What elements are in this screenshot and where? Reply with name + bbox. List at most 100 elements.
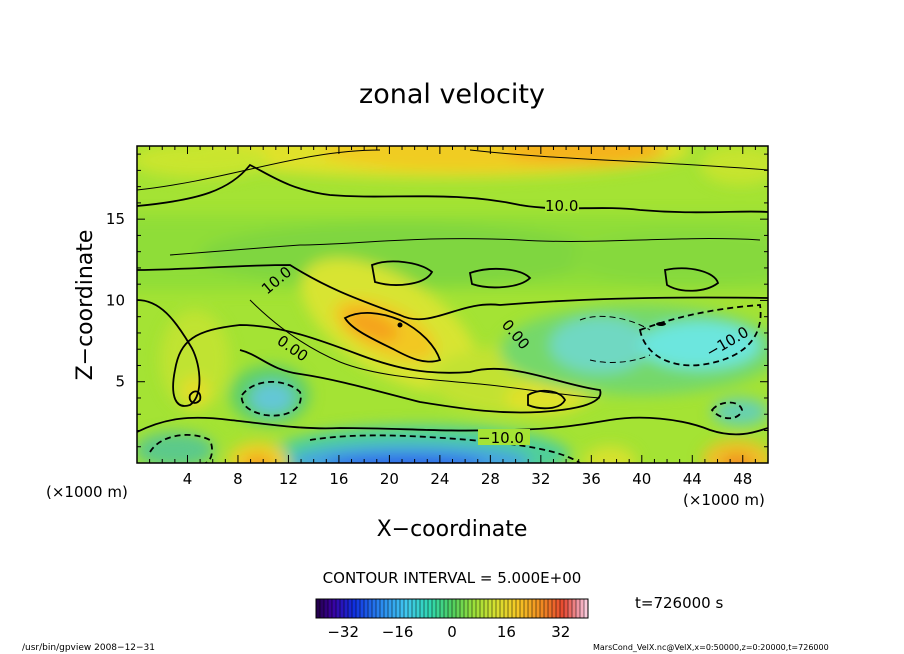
contour-line	[468, 268, 532, 289]
colorbar-cell	[348, 599, 353, 618]
negative-contours	[149, 304, 762, 463]
colorbar-cell	[444, 599, 449, 618]
colorbar-cell	[580, 599, 585, 618]
colorbar-cell	[332, 599, 337, 618]
colorbar-cell	[456, 599, 461, 618]
colorbar-cell	[432, 599, 437, 618]
y-tick-label: 10	[106, 291, 125, 309]
colorbar-cell	[512, 599, 517, 618]
colorbar-cell	[392, 599, 397, 618]
time-label: t=726000 s	[635, 594, 723, 612]
colorbar-cell	[404, 599, 409, 618]
colorbar-cell	[364, 599, 369, 618]
colorbar-cell	[472, 599, 477, 618]
x-tick-label: 40	[632, 470, 651, 488]
field-background	[137, 146, 768, 463]
contour-interval: CONTOUR INTERVAL = 5.000E+00	[323, 569, 582, 587]
colorbar-cell	[324, 599, 329, 618]
colorbar-cell	[352, 599, 357, 618]
colorbar-cell	[496, 599, 501, 618]
x-unit-right: (×1000 m)	[683, 491, 765, 509]
colorbar-cell	[508, 599, 513, 618]
colorbar-cell	[396, 599, 401, 618]
colorbar-cell	[500, 599, 505, 618]
x-tick-label: 20	[380, 470, 399, 488]
colorbar-cell	[408, 599, 413, 618]
colorbar-cell	[460, 599, 465, 618]
x-tick-label: 36	[582, 470, 601, 488]
colorbar-cell	[504, 599, 509, 618]
x-axis-label: X−coordinate	[377, 517, 528, 542]
colorbar-cell	[520, 599, 525, 618]
contour-line	[249, 299, 601, 399]
colorbar-cell	[532, 599, 537, 618]
x-tick-label: 32	[531, 470, 550, 488]
colorbar-cell	[428, 599, 433, 618]
colorbar-cell	[368, 599, 373, 618]
colorbar-cell	[328, 599, 333, 618]
colorbar-cell	[480, 599, 485, 618]
contour-line	[343, 312, 442, 363]
colorbar-tick-label: −32	[327, 623, 359, 641]
colorbar-cell	[536, 599, 541, 618]
colorbar-cell	[560, 599, 565, 618]
y-tick-label: 15	[106, 210, 125, 228]
x-tick-label: 28	[481, 470, 500, 488]
x-tick-label: 4	[183, 470, 193, 488]
y-tick-label: 5	[115, 373, 125, 391]
colorbar-cell	[492, 599, 497, 618]
colorbar-tick-label: 0	[447, 623, 457, 641]
colorbar-cell	[412, 599, 417, 618]
contour-label: 10.0	[545, 197, 578, 215]
colorbar-cell	[540, 599, 545, 618]
colorbar-cell	[376, 599, 381, 618]
contour-line	[137, 149, 768, 191]
x-axis: 4 8 12 16 20 24 28 32 36 40 44 48	[149, 146, 756, 488]
colorbar-cell	[524, 599, 529, 618]
y-axis-label: Z−coordinate	[73, 230, 98, 381]
contour-line	[663, 267, 720, 292]
colorbar-cell	[400, 599, 405, 618]
colorbar-cell	[584, 599, 589, 618]
colorbar-cell	[484, 599, 489, 618]
colorbar-cell	[416, 599, 421, 618]
colorbar-tick-label: 32	[551, 623, 570, 641]
contour-line	[710, 401, 743, 420]
colorbar-cell	[448, 599, 453, 618]
colorbar-frame	[315, 598, 589, 619]
colorbar-cell	[476, 599, 481, 618]
footer-left: /usr/bin/gpview 2008−12−31	[22, 643, 156, 653]
contour-line	[137, 264, 768, 321]
contour-line	[137, 299, 602, 414]
colorbar-cell	[568, 599, 573, 618]
x-unit-left: (×1000 m)	[46, 483, 128, 501]
x-tick-label: 12	[279, 470, 298, 488]
contour-line	[188, 390, 202, 404]
colorbar-cell	[464, 599, 469, 618]
colorbar-cell	[388, 599, 393, 618]
colorbar-cell	[488, 599, 493, 618]
colorbar-cell	[552, 599, 557, 618]
contour-line	[370, 260, 434, 286]
contour-label: −10.0	[478, 429, 524, 447]
colorbar-cell	[516, 599, 521, 618]
colorbar-cell	[340, 599, 345, 618]
colorbar-tick-label: −16	[382, 623, 414, 641]
colorbar-cell	[544, 599, 549, 618]
colorbar-cell	[556, 599, 561, 618]
colorbar-cell	[344, 599, 349, 618]
x-tick-label: 48	[733, 470, 752, 488]
colorbar-cell	[576, 599, 581, 618]
colorbar-cell	[360, 599, 365, 618]
chart-title: zonal velocity	[359, 79, 545, 110]
colorbar-cell	[528, 599, 533, 618]
colorbar-cell	[564, 599, 569, 618]
colorbar-cell	[424, 599, 429, 618]
velocity-field	[137, 146, 768, 463]
colorbar-cell	[380, 599, 385, 618]
contour-line	[638, 304, 762, 367]
x-tick-label: 16	[329, 470, 348, 488]
colorbar-cell	[572, 599, 577, 618]
colorbar-cell	[384, 599, 389, 618]
